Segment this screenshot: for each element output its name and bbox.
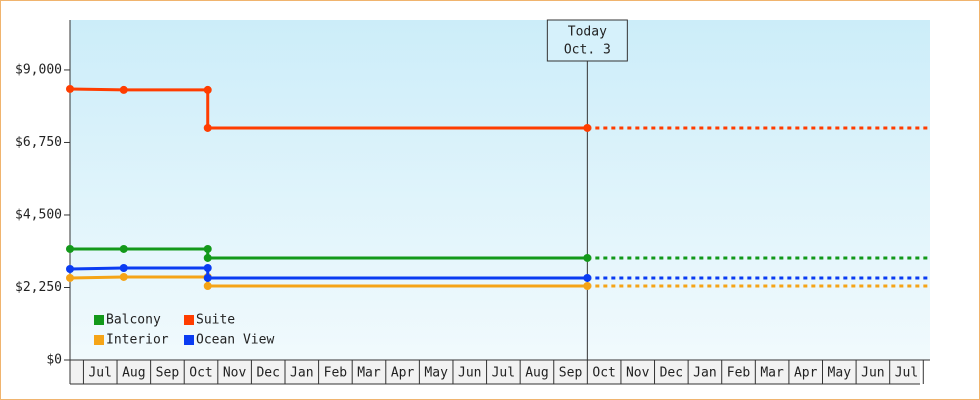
point [66, 273, 74, 282]
x-tick-label: Feb [727, 366, 751, 381]
legend-label: Interior [106, 333, 169, 348]
legend-swatch [184, 335, 194, 345]
x-tick-label: Aug [122, 366, 145, 381]
legend-label: Balcony [106, 313, 161, 328]
point [583, 123, 592, 132]
legend-label: Suite [196, 313, 235, 328]
y-tick-label: $0 [46, 353, 62, 368]
y-tick-label: $4,500 [15, 207, 62, 222]
point [203, 253, 212, 262]
point [66, 244, 74, 253]
x-tick-label: May [424, 366, 448, 381]
today-label: Today [568, 25, 607, 40]
legend-swatch [94, 315, 104, 325]
x-tick-label: Oct [189, 366, 212, 381]
point [583, 282, 592, 291]
x-tick-label: Jan [290, 366, 313, 381]
x-tick-label: Dec [660, 366, 683, 381]
legend-swatch [94, 335, 104, 345]
x-tick-label: Jun [861, 366, 884, 381]
point [203, 282, 212, 291]
point [119, 244, 128, 253]
legend-label: Ocean View [196, 333, 274, 348]
x-tick-label: Nov [626, 366, 650, 381]
y-tick-label: $2,250 [15, 280, 62, 295]
today-date: Oct. 3 [564, 43, 611, 58]
legend-swatch [184, 315, 194, 325]
x-tick-label: Jul [492, 366, 515, 381]
point [119, 85, 128, 94]
x-tick-label: Apr [391, 366, 415, 381]
x-tick-label: Jun [458, 366, 481, 381]
point [203, 273, 212, 282]
x-tick-label: Jan [693, 366, 716, 381]
x-tick-label: Jul [88, 366, 111, 381]
point [66, 84, 74, 93]
x-tick-label: Feb [324, 366, 348, 381]
x-tick-label: Nov [223, 366, 247, 381]
point [583, 253, 592, 262]
x-tick-label: Aug [525, 366, 548, 381]
point [583, 273, 592, 282]
x-tick-label: Sep [156, 366, 180, 381]
x-axis-band [70, 360, 920, 384]
x-tick-label: Oct [592, 366, 615, 381]
point [66, 264, 74, 273]
x-tick-label: Sep [559, 366, 583, 381]
point [203, 123, 212, 132]
y-tick-label: $6,750 [15, 135, 62, 150]
y-tick-label: $9,000 [15, 62, 62, 77]
x-tick-label: May [828, 366, 852, 381]
x-tick-label: Mar [357, 366, 381, 381]
point [119, 263, 128, 272]
x-tick-label: Dec [256, 366, 279, 381]
plot-area [70, 20, 930, 360]
x-tick-label: Mar [760, 366, 784, 381]
point [203, 263, 212, 272]
x-tick-label: Jul [895, 366, 918, 381]
x-tick-label: Apr [794, 366, 818, 381]
point [119, 272, 128, 281]
today-box [546, 19, 628, 62]
point [203, 244, 212, 253]
point [203, 85, 212, 94]
